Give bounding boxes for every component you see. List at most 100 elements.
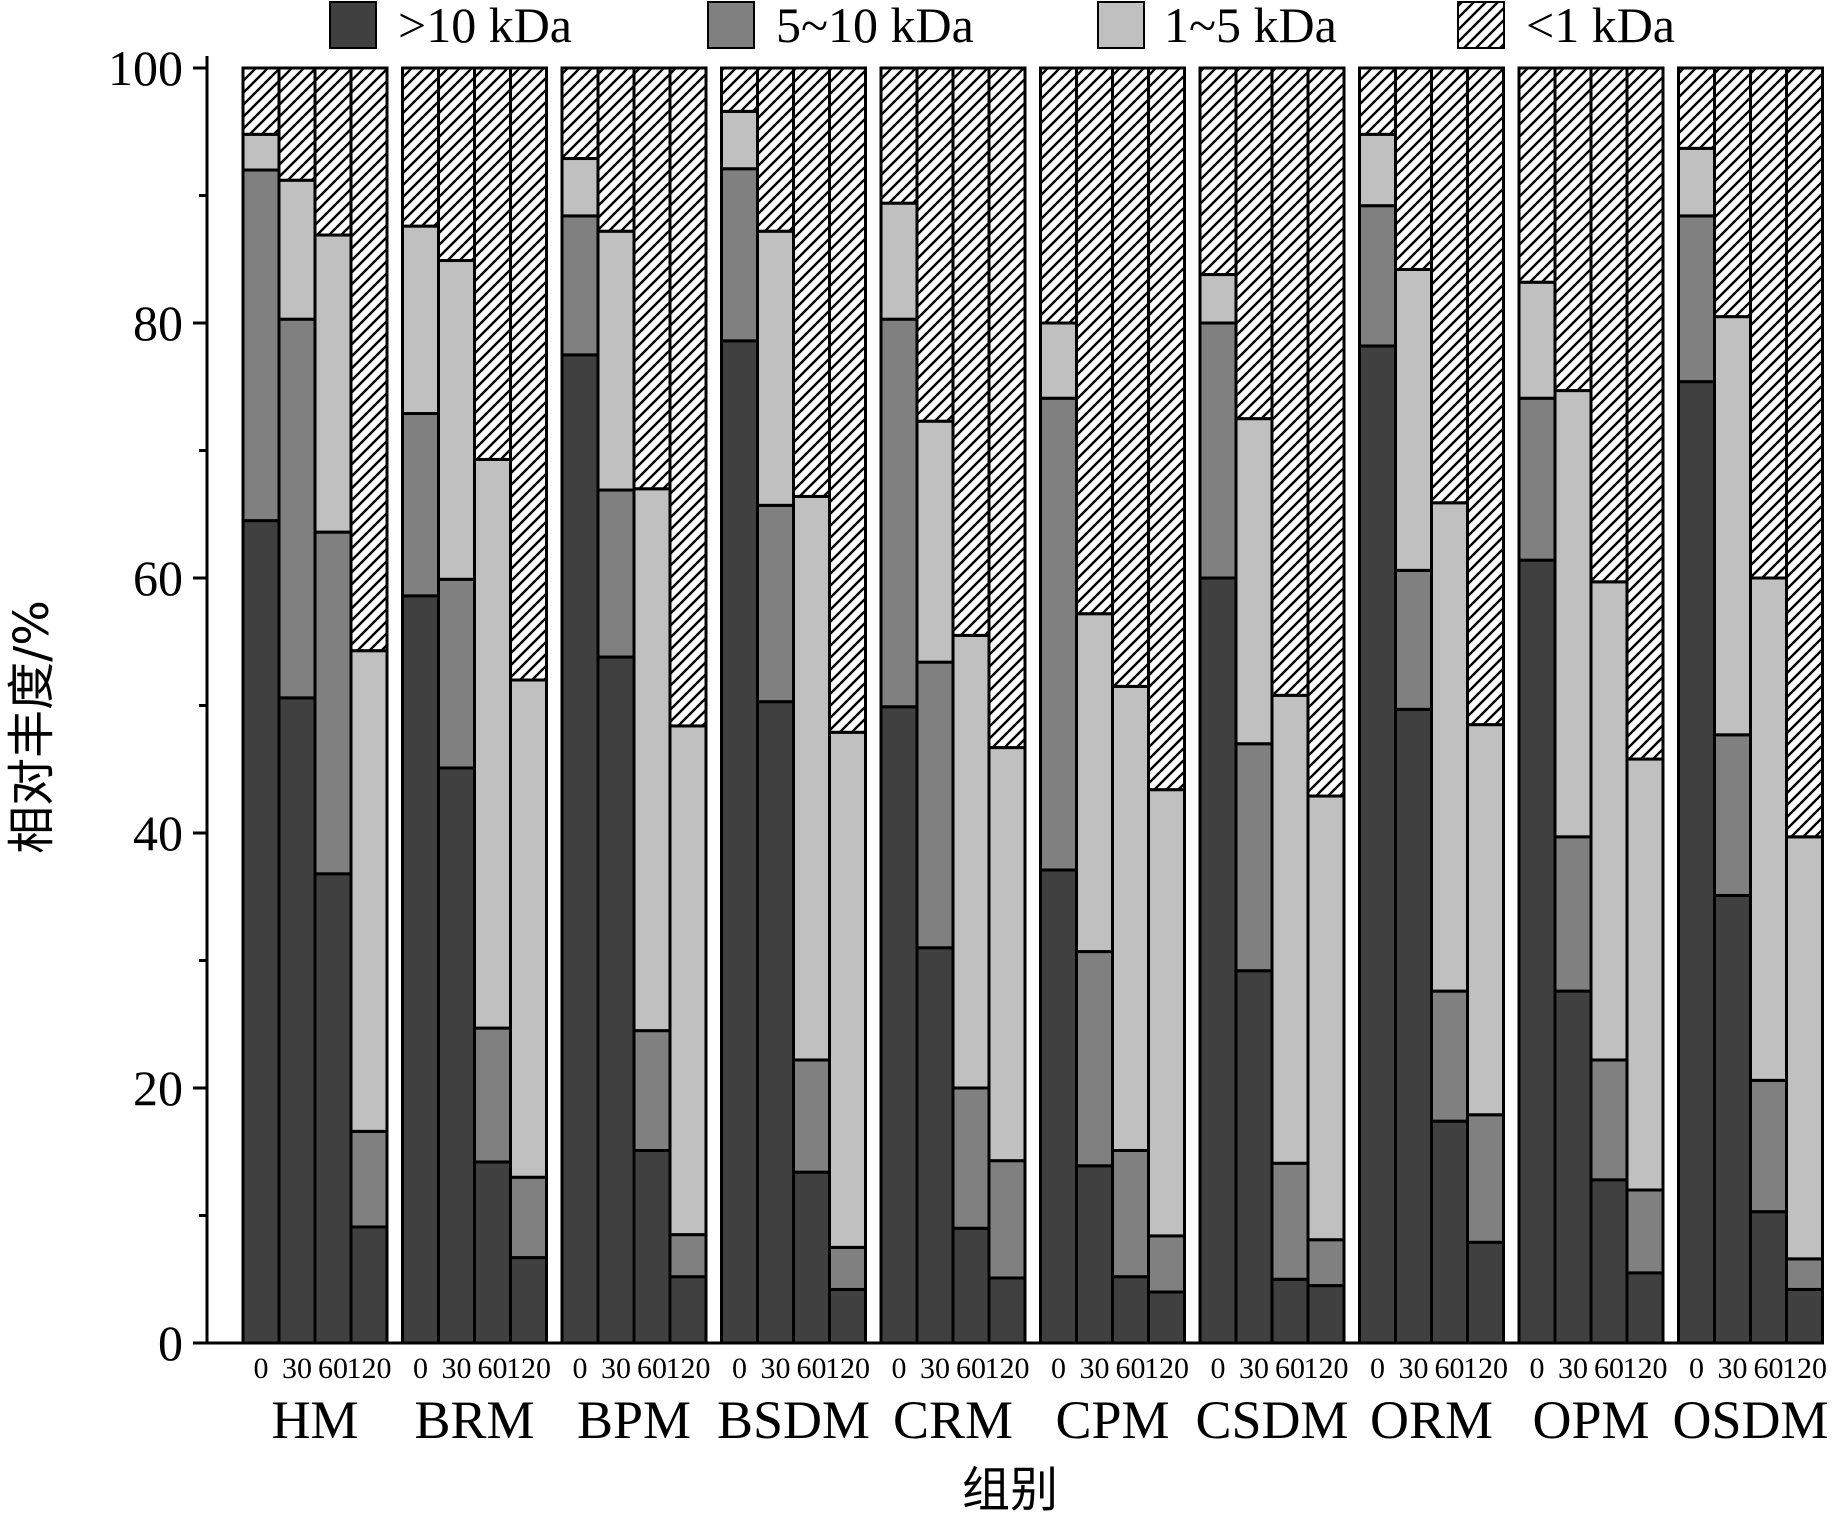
bar-group-hm [241,66,389,1345]
bar-segment-bsdm-t60-s3 [792,66,831,498]
time-label: 120 [985,1352,1030,1385]
bar-segment-bpm-t0-s3 [560,66,600,161]
bar-segment-bsdm-t30-s3 [756,66,795,233]
legend-label-1to5: 1~5 kDa [1164,0,1337,53]
legend-label-5to10: 5~10 kDa [776,0,974,53]
time-label: 120 [506,1352,551,1385]
bar-segment-bsdm-t120-s3 [828,66,867,734]
time-label: 0 [1530,1352,1545,1385]
bar-segment-crm-t0-s1 [879,317,919,709]
legend-swatch-5to10 [707,1,755,49]
bar-segment-brm-t60-s0 [473,1160,512,1345]
time-label: 30 [601,1352,631,1385]
bar-segment-crm-t120-s3 [987,66,1027,750]
bar-group-csdm [1198,66,1346,1345]
bar-segment-crm-t120-s2 [987,746,1027,1163]
bar-segment-opm-t60-s3 [1589,66,1629,584]
bar-segment-brm-t120-s2 [509,678,548,1179]
time-label: 30 [282,1352,312,1385]
bar-segment-opm-t120-s2 [1625,757,1665,1192]
group-label-cpm: CPM [1055,1390,1169,1450]
bar-segment-bsdm-t0-s1 [720,167,759,343]
bar-segment-orm-t120-s3 [1466,66,1505,727]
bar-segment-brm-t30-s3 [437,66,476,263]
bar-segment-bpm-t0-s0 [560,353,600,1345]
bar-segment-brm-t0-s0 [401,594,440,1345]
bar-segment-cpm-t0-s2 [1039,321,1078,400]
bar-segment-orm-t0-s0 [1358,344,1397,1345]
bar-group-opm [1517,66,1665,1345]
bar-group-orm [1358,66,1505,1345]
bar-segment-crm-t60-s2 [951,633,991,1090]
bar-segment-osdm-t60-s0 [1749,1210,1788,1345]
bar-segment-opm-t60-s1 [1589,1058,1629,1182]
bar-segment-csdm-t60-s1 [1270,1161,1310,1281]
bar-segment-bpm-t120-s0 [668,1275,708,1345]
group-label-crm: CRM [893,1390,1013,1450]
bar-segment-osdm-t30-s2 [1713,315,1752,737]
time-label: 0 [1051,1352,1066,1385]
bar-group-bsdm [720,66,867,1345]
bar-segment-opm-t60-s0 [1589,1178,1629,1345]
bar-segment-brm-t60-s1 [473,1026,512,1164]
time-label: 60 [797,1352,827,1385]
bar-group-bpm [560,66,708,1345]
bar-segment-orm-t30-s0 [1394,707,1433,1345]
bar-segment-crm-t30-s2 [915,419,955,664]
time-label: 0 [1211,1352,1226,1385]
bar-segment-opm-t30-s2 [1553,389,1593,839]
bar-segment-bpm-t60-s2 [632,487,672,1033]
bar-segment-cpm-t0-s0 [1039,868,1078,1345]
bar-segment-csdm-t30-s2 [1234,417,1274,746]
bar-segment-bpm-t60-s3 [632,66,672,491]
bar-segment-bsdm-t30-s1 [756,503,795,704]
legend-swatch-gt10 [329,1,377,49]
time-label: 60 [1275,1352,1305,1385]
bar-segment-bsdm-t120-s2 [828,730,867,1249]
time-label: 30 [1080,1352,1110,1385]
bar-segment-opm-t120-s0 [1625,1271,1665,1345]
bar-segment-hm-t30-s3 [277,66,317,182]
x-axis-title: 组别 [962,1462,1058,1517]
group-label-hm: HM [271,1390,358,1450]
y-tick-label: 60 [133,550,183,606]
bar-segment-opm-t120-s1 [1625,1188,1665,1275]
bar-segment-orm-t120-s1 [1466,1113,1505,1244]
bar-group-osdm [1677,66,1824,1345]
legend-label-gt10: >10 kDa [398,0,572,53]
bar-segment-osdm-t0-s3 [1677,66,1716,150]
bar-segment-orm-t60-s2 [1430,501,1469,993]
bar-segment-csdm-t0-s1 [1198,321,1238,580]
bar-segment-cpm-t120-s1 [1147,1234,1186,1294]
legend-swatch-1to5 [1097,1,1145,49]
bar-segment-csdm-t120-s0 [1306,1284,1346,1345]
bar-segment-cpm-t120-s3 [1147,66,1186,792]
bar-segment-opm-t120-s3 [1625,66,1665,761]
time-label: 30 [1558,1352,1588,1385]
bar-segment-crm-t0-s2 [879,201,919,321]
legend: >10 kDa 5~10 kDa 1~5 kDa <1 kDa [329,0,1675,53]
bar-segment-bpm-t120-s3 [668,66,708,728]
time-label: 30 [1718,1352,1748,1385]
bar-segment-osdm-t120-s0 [1785,1287,1824,1345]
bar-segment-bpm-t0-s1 [560,214,600,357]
bar-segment-brm-t120-s0 [509,1256,548,1345]
bar-segment-osdm-t0-s0 [1677,380,1716,1345]
bar-segment-bsdm-t120-s1 [828,1245,867,1291]
plot-area [241,66,1824,1345]
bar-group-brm [401,66,548,1345]
time-label: 120 [1304,1352,1349,1385]
bar-segment-cpm-t120-s0 [1147,1290,1186,1345]
bar-segment-orm-t30-s1 [1394,568,1433,711]
bar-segment-csdm-t0-s2 [1198,273,1238,325]
bar-segment-bsdm-t0-s0 [720,339,759,1345]
bar-segment-bpm-t30-s0 [596,655,636,1345]
bar-segment-brm-t0-s2 [401,224,440,416]
bar-segment-crm-t30-s1 [915,660,955,950]
bar-segment-orm-t60-s3 [1430,66,1469,505]
bar-segment-csdm-t120-s2 [1306,794,1346,1242]
bar-segment-opm-t30-s1 [1553,835,1593,993]
bar-segment-opm-t0-s1 [1517,396,1557,562]
bar-segment-opm-t0-s3 [1517,66,1557,284]
